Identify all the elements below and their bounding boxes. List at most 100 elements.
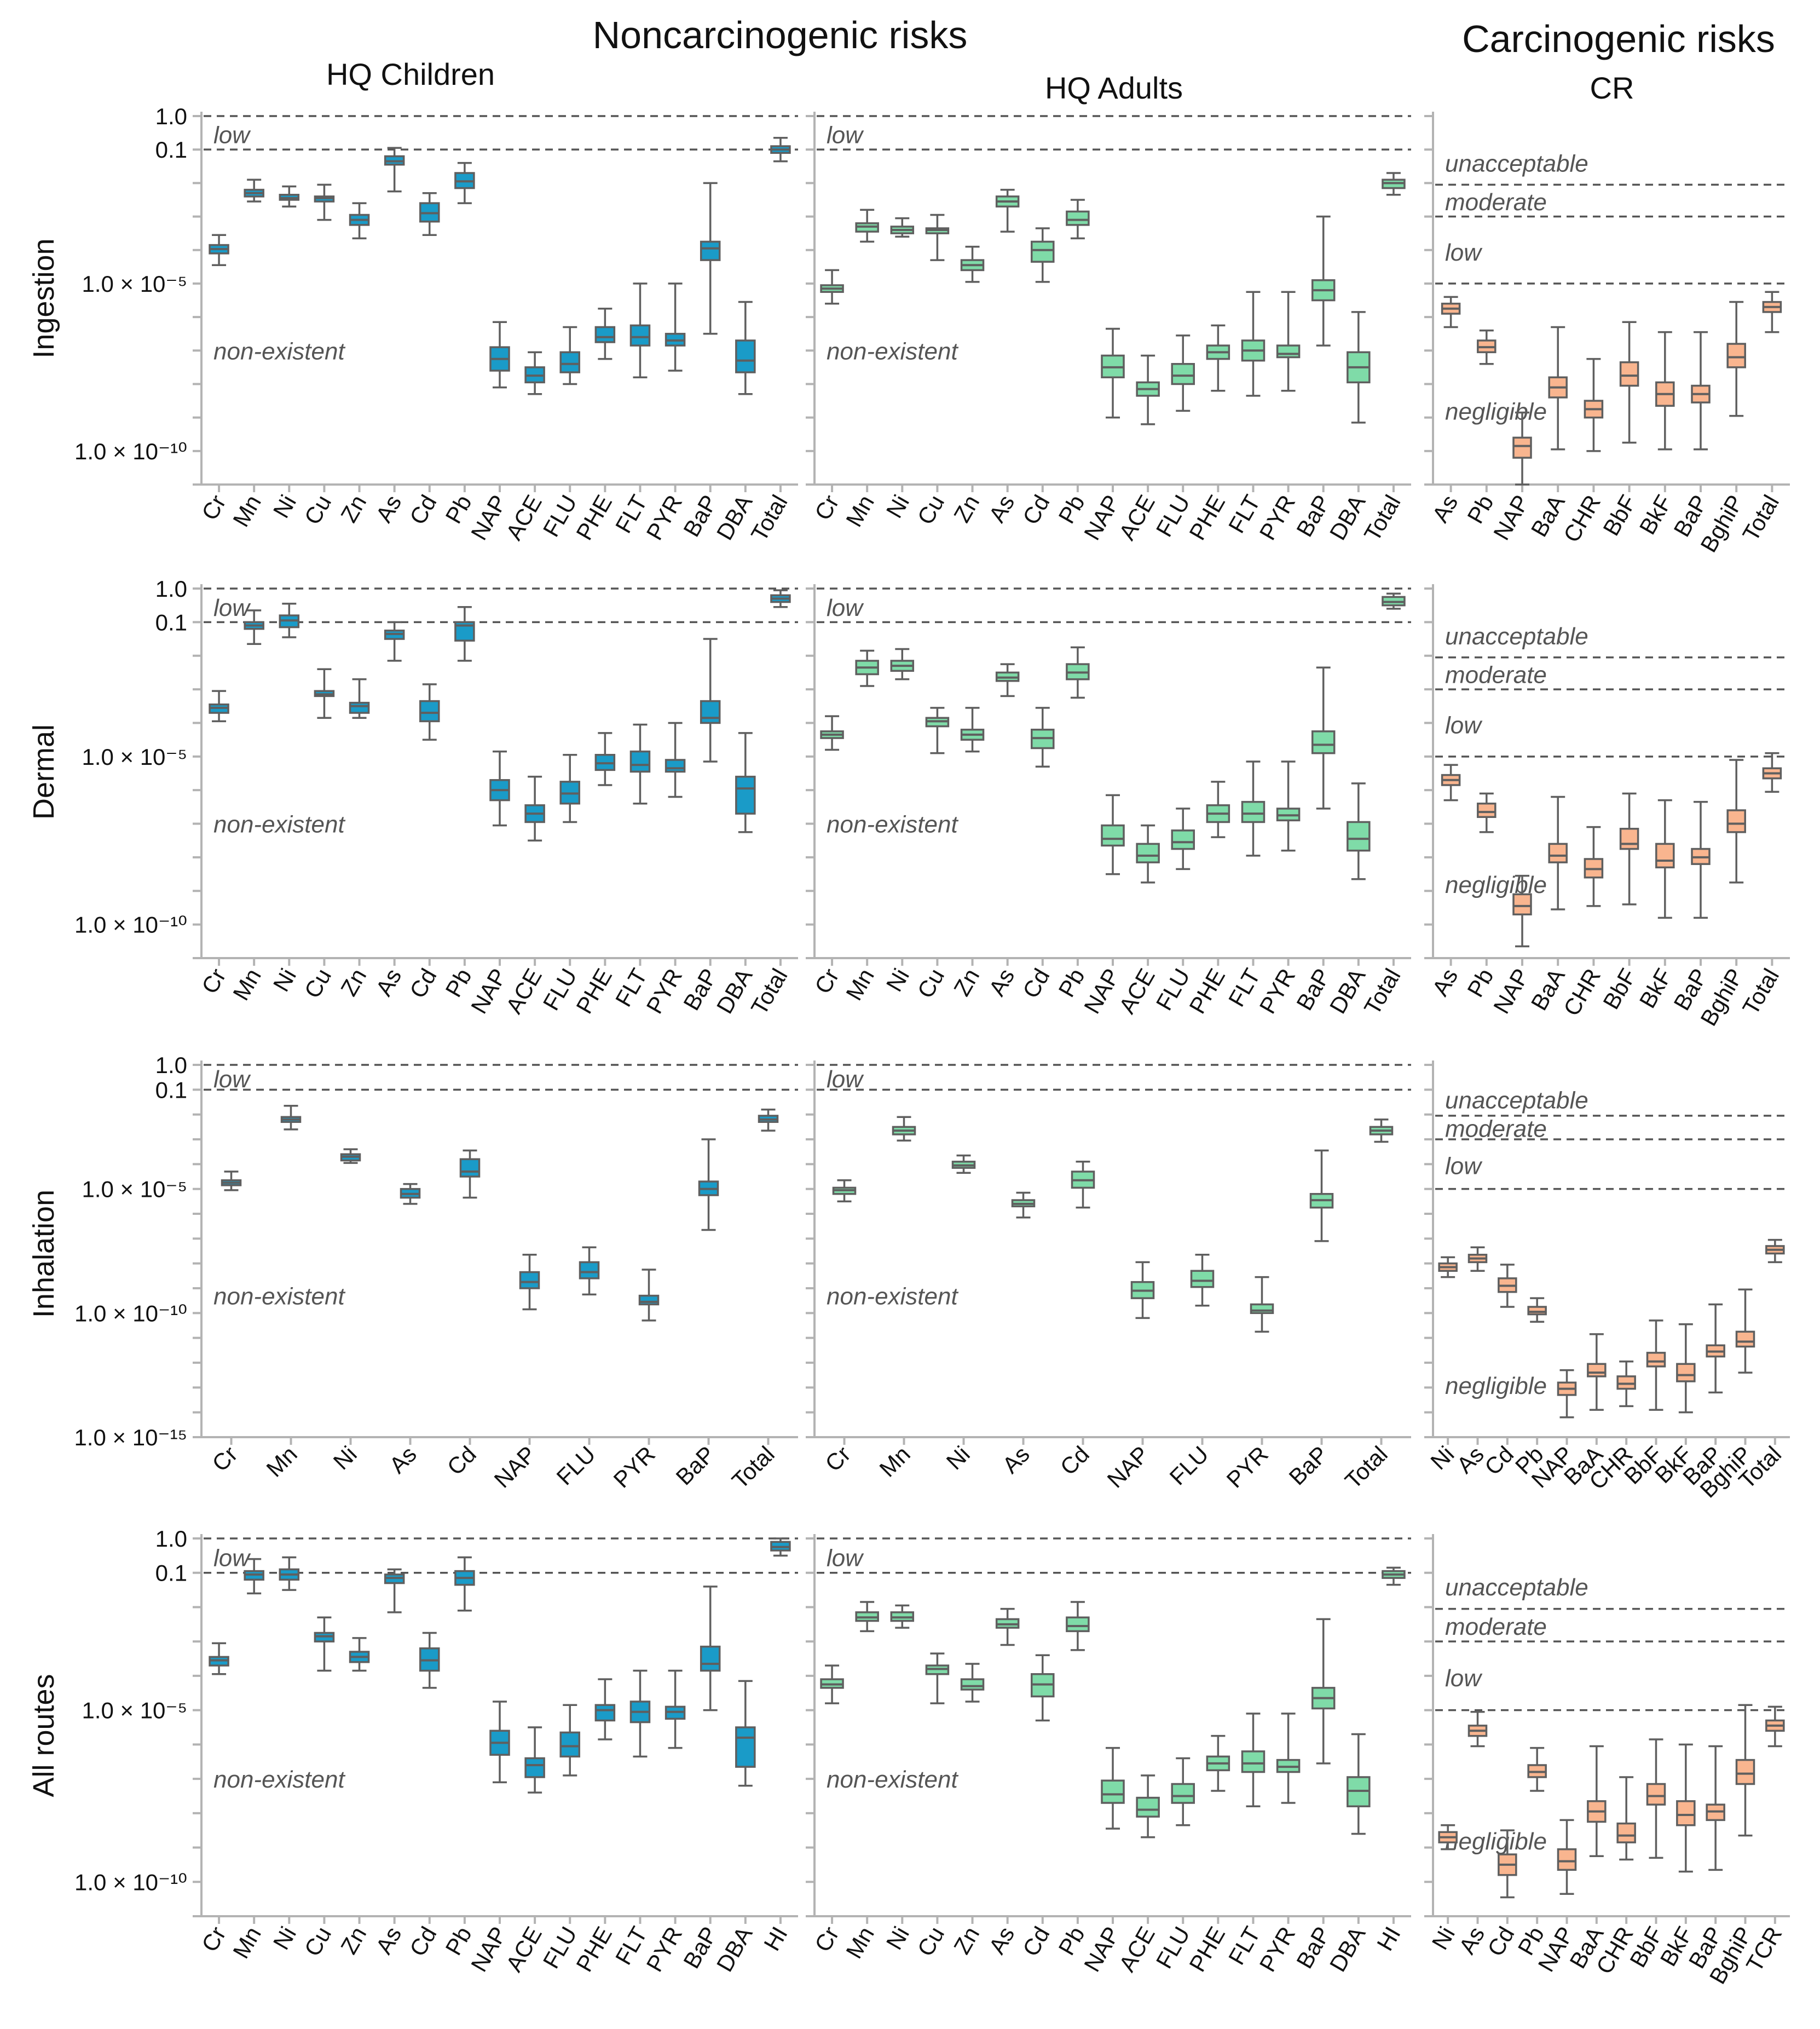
x-tick-label: Mn xyxy=(228,964,266,1005)
iqr-box xyxy=(459,1158,481,1178)
y-tick-label: 1.0 × 10⁻⁵ xyxy=(82,271,187,297)
x-tick-label: HI xyxy=(1372,1922,1406,1955)
iqr-box xyxy=(1646,1783,1666,1806)
x-tick-label: Zn xyxy=(336,491,371,527)
box-Cd xyxy=(1498,1829,1517,1899)
box-Cd xyxy=(1498,1264,1517,1308)
iqr-box xyxy=(1557,1848,1577,1871)
box-BaP xyxy=(1309,1149,1334,1242)
box-Pb xyxy=(1066,646,1090,699)
box-Zn xyxy=(349,678,370,719)
zone-label-low: low xyxy=(827,122,864,149)
iqr-box xyxy=(1512,893,1532,915)
zone-label-low: low xyxy=(213,1066,251,1093)
box-Pb xyxy=(454,1556,475,1612)
y-tick-label: 1.0 × 10⁻¹⁰ xyxy=(74,912,187,938)
x-tick-label: PYR xyxy=(641,964,687,1018)
y-tick-label: 0.1 xyxy=(155,609,187,635)
box-Cd xyxy=(1031,707,1055,768)
box-BghiP xyxy=(1735,1704,1755,1837)
box-Total xyxy=(1382,592,1406,610)
x-tick-label: Ni xyxy=(268,1922,302,1954)
box-FLU xyxy=(1171,808,1195,871)
x-tick-label: Ni xyxy=(881,1922,915,1954)
x-tick-label: Cd xyxy=(1482,1922,1519,1961)
box-As xyxy=(995,1607,1020,1646)
x-tick-label: Cu xyxy=(299,1922,337,1961)
box-Total xyxy=(770,137,791,163)
box-NAP xyxy=(1557,1819,1577,1895)
x-tick-label: Cr xyxy=(810,491,844,524)
y-tick-label: 1.0 × 10⁻¹⁵ xyxy=(74,1425,187,1450)
x-tick-label: Zn xyxy=(949,491,984,527)
x-tick-label: CHR xyxy=(1558,964,1605,1020)
box-PYR xyxy=(1276,1713,1301,1804)
x-tick-label: Mn xyxy=(228,1922,266,1963)
x-tick-label: NAP xyxy=(466,964,512,1018)
cr-title: CR xyxy=(1590,71,1634,105)
box-NAP xyxy=(519,1254,540,1311)
box-BghiP xyxy=(1726,301,1746,417)
box-FLU xyxy=(1171,1757,1195,1826)
iqr-box xyxy=(1311,730,1336,754)
box-HI xyxy=(770,1537,791,1557)
iqr-box xyxy=(1616,1822,1636,1843)
box-BkF xyxy=(1676,1323,1696,1414)
iqr-box xyxy=(735,339,756,373)
row-label-dermal: Dermal xyxy=(27,724,60,820)
x-tick-label: Cd xyxy=(1055,1441,1094,1480)
box-PYR xyxy=(665,283,686,372)
box-Mn xyxy=(892,1116,916,1142)
y-tick-label: 1.0 × 10⁻⁵ xyxy=(82,744,187,770)
x-tick-label: As xyxy=(1454,1922,1489,1958)
box-BaP xyxy=(1706,1303,1725,1394)
x-tick-label: Cd xyxy=(1018,964,1055,1002)
x-tick-label: ACE xyxy=(501,491,547,544)
box-CHR xyxy=(1584,358,1604,452)
box-Mn xyxy=(280,1105,302,1131)
box-Ni xyxy=(279,1556,300,1591)
box-BaP xyxy=(700,1586,721,1711)
zone-label-negligible: negligible xyxy=(1445,1373,1547,1399)
x-tick-label: Ni xyxy=(328,1441,362,1474)
box-BaA xyxy=(1587,1333,1607,1411)
x-tick-label: As xyxy=(984,1922,1019,1958)
box-BbF xyxy=(1646,1738,1666,1859)
x-tick-label: As xyxy=(371,491,406,527)
box-Ni xyxy=(1438,1256,1458,1278)
box-Cr xyxy=(820,715,844,751)
iqr-box xyxy=(1527,1306,1547,1316)
box-Zn xyxy=(960,707,985,753)
x-tick-label: Cd xyxy=(405,1922,442,1961)
box-NAP xyxy=(489,321,510,389)
box-PHE xyxy=(1206,1734,1230,1792)
y-tick-label: 1.0 × 10⁻¹⁰ xyxy=(74,1869,187,1895)
x-tick-label: Ni xyxy=(881,491,915,522)
iqr-box xyxy=(594,326,616,343)
x-tick-label: PYR xyxy=(641,1922,687,1976)
box-BghiP xyxy=(1726,759,1746,884)
box-DBA xyxy=(1347,782,1371,880)
zone-label-negligible: negligible xyxy=(1445,398,1547,425)
x-tick-label: Total xyxy=(746,964,793,1019)
iqr-box xyxy=(700,1645,721,1672)
box-Cd xyxy=(459,1149,481,1199)
iqr-box xyxy=(1031,240,1055,263)
box-Mn xyxy=(855,209,879,243)
x-tick-label: Cd xyxy=(1018,1922,1055,1961)
iqr-box xyxy=(519,1271,540,1289)
box-Cu xyxy=(314,1616,335,1672)
x-tick-label: NAP xyxy=(1079,1922,1125,1976)
x-tick-label: Ni xyxy=(268,964,302,996)
row-label-all-routes: All routes xyxy=(27,1674,60,1797)
box-CHR xyxy=(1616,1360,1636,1408)
x-tick-label: BbF xyxy=(1598,964,1641,1013)
x-tick-label: PHE xyxy=(1184,491,1230,544)
box-Cu xyxy=(925,214,950,261)
box-BaP xyxy=(1706,1745,1725,1871)
carcinogenic-title: Carcinogenic risks xyxy=(1462,18,1775,60)
row-label-inhalation: Inhalation xyxy=(27,1190,60,1318)
box-BaP xyxy=(1311,1618,1336,1765)
